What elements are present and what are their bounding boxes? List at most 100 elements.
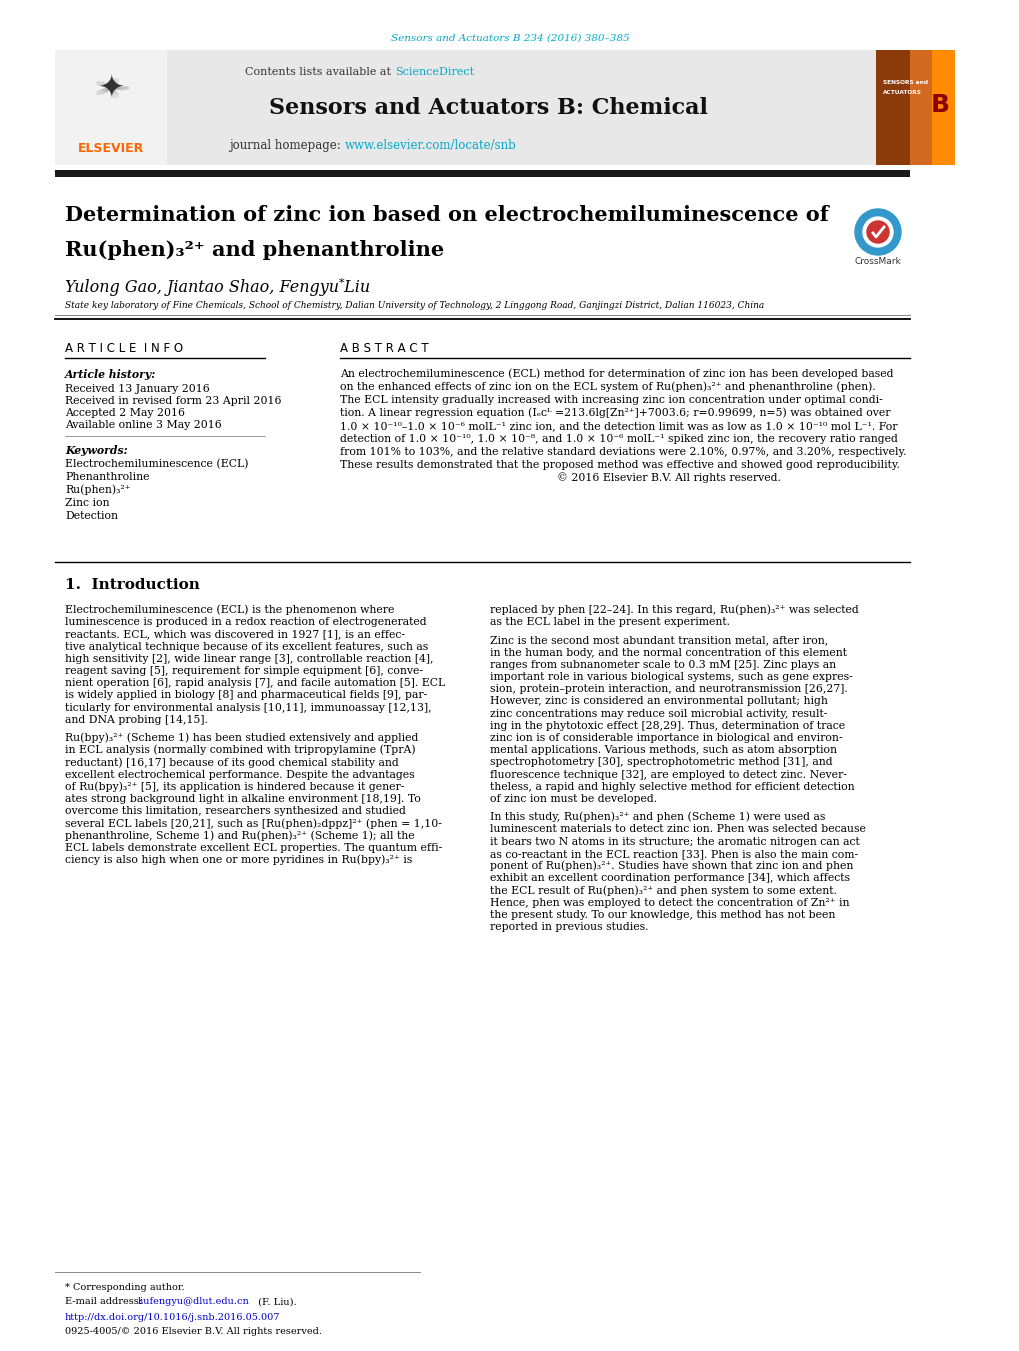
Text: ates strong background light in alkaline environment [18,19]. To: ates strong background light in alkaline…: [65, 794, 421, 804]
Text: the present study. To our knowledge, this method has not been: the present study. To our knowledge, thi…: [489, 909, 835, 920]
Text: reported in previous studies.: reported in previous studies.: [489, 921, 648, 932]
FancyBboxPatch shape: [909, 50, 931, 165]
Text: ing in the phytotoxic effect [28,29]. Thus, determination of trace: ing in the phytotoxic effect [28,29]. Th…: [489, 721, 845, 731]
Text: Sensors and Actuators B 234 (2016) 380–385: Sensors and Actuators B 234 (2016) 380–3…: [390, 34, 629, 42]
Text: These results demonstrated that the proposed method was effective and showed goo: These results demonstrated that the prop…: [339, 459, 899, 470]
Text: © 2016 Elsevier B.V. All rights reserved.: © 2016 Elsevier B.V. All rights reserved…: [339, 473, 781, 484]
FancyBboxPatch shape: [875, 50, 909, 165]
Text: Determination of zinc ion based on electrochemiluminescence of: Determination of zinc ion based on elect…: [65, 205, 828, 226]
Text: is widely applied in biology [8] and pharmaceutical fields [9], par-: is widely applied in biology [8] and pha…: [65, 690, 427, 700]
Text: excellent electrochemical performance. Despite the advantages: excellent electrochemical performance. D…: [65, 770, 414, 780]
Text: in the human body, and the normal concentration of this element: in the human body, and the normal concen…: [489, 647, 846, 658]
Text: ✦: ✦: [98, 73, 123, 103]
Text: ranges from subnanometer scale to 0.3 mM [25]. Zinc plays an: ranges from subnanometer scale to 0.3 mM…: [489, 659, 836, 670]
Text: ECL labels demonstrate excellent ECL properties. The quantum effi-: ECL labels demonstrate excellent ECL pro…: [65, 843, 442, 852]
Text: and DNA probing [14,15].: and DNA probing [14,15].: [65, 715, 208, 724]
Circle shape: [866, 222, 889, 243]
Text: exhibit an excellent coordination performance [34], which affects: exhibit an excellent coordination perfor…: [489, 873, 849, 884]
Text: Electrochemiluminescence (ECL): Electrochemiluminescence (ECL): [65, 459, 249, 469]
Text: detection of 1.0 × 10⁻¹⁰, 1.0 × 10⁻⁸, and 1.0 × 10⁻⁶ molL⁻¹ spiked zinc ion, the: detection of 1.0 × 10⁻¹⁰, 1.0 × 10⁻⁸, an…: [339, 434, 897, 444]
Text: www.elsevier.com/locate/snb: www.elsevier.com/locate/snb: [344, 139, 517, 151]
Text: replaced by phen [22–24]. In this regard, Ru(phen)₃²⁺ was selected: replaced by phen [22–24]. In this regard…: [489, 605, 858, 615]
Text: zinc ion is of considerable importance in biological and environ-: zinc ion is of considerable importance i…: [489, 734, 842, 743]
FancyBboxPatch shape: [55, 170, 909, 177]
Text: Zinc is the second most abundant transition metal, after iron,: Zinc is the second most abundant transit…: [489, 635, 827, 646]
Text: A R T I C L E  I N F O: A R T I C L E I N F O: [65, 342, 183, 354]
Text: high sensitivity [2], wide linear range [3], controllable reaction [4],: high sensitivity [2], wide linear range …: [65, 654, 433, 663]
Text: from 101% to 103%, and the relative standard deviations were 2.10%, 0.97%, and 3: from 101% to 103%, and the relative stan…: [339, 447, 906, 457]
Text: Received 13 January 2016: Received 13 January 2016: [65, 384, 210, 394]
Text: ScienceDirect: ScienceDirect: [394, 68, 474, 77]
Circle shape: [854, 209, 900, 255]
Text: 0925-4005/© 2016 Elsevier B.V. All rights reserved.: 0925-4005/© 2016 Elsevier B.V. All right…: [65, 1328, 322, 1336]
Text: as the ECL label in the present experiment.: as the ECL label in the present experime…: [489, 617, 730, 627]
Text: ticularly for environmental analysis [10,11], immunoassay [12,13],: ticularly for environmental analysis [10…: [65, 703, 431, 712]
Text: State key laboratory of Fine Chemicals, School of Chemistry, Dalian University o: State key laboratory of Fine Chemicals, …: [65, 300, 763, 309]
Text: reagent saving [5], requirement for simple equipment [6], conve-: reagent saving [5], requirement for simp…: [65, 666, 423, 676]
Text: In this study, Ru(phen)₃²⁺ and phen (Scheme 1) were used as: In this study, Ru(phen)₃²⁺ and phen (Sch…: [489, 812, 824, 823]
Text: B: B: [929, 93, 949, 118]
Text: reactants. ECL, which was discovered in 1927 [1], is an effec-: reactants. ECL, which was discovered in …: [65, 630, 405, 639]
Text: of Ru(bpy)₃²⁺ [5], its application is hindered because it gener-: of Ru(bpy)₃²⁺ [5], its application is hi…: [65, 781, 404, 792]
Text: * Corresponding author.: * Corresponding author.: [65, 1283, 184, 1293]
Text: ponent of Ru(phen)₃²⁺. Studies have shown that zinc ion and phen: ponent of Ru(phen)₃²⁺. Studies have show…: [489, 861, 853, 871]
Text: theless, a rapid and highly selective method for efficient detection: theless, a rapid and highly selective me…: [489, 782, 854, 792]
Text: nient operation [6], rapid analysis [7], and facile automation [5]. ECL: nient operation [6], rapid analysis [7],…: [65, 678, 445, 688]
Text: Available online 3 May 2016: Available online 3 May 2016: [65, 420, 221, 430]
Text: Contents lists available at: Contents lists available at: [246, 68, 394, 77]
Text: as co-reactant in the ECL reaction [33]. Phen is also the main com-: as co-reactant in the ECL reaction [33].…: [489, 848, 857, 859]
Text: http://dx.doi.org/10.1016/j.snb.2016.05.007: http://dx.doi.org/10.1016/j.snb.2016.05.…: [65, 1313, 280, 1323]
Text: Keywords:: Keywords:: [65, 444, 127, 455]
Text: liufengyu@dlut.edu.cn: liufengyu@dlut.edu.cn: [138, 1297, 250, 1306]
Text: E-mail address:: E-mail address:: [65, 1297, 145, 1306]
Text: Accepted 2 May 2016: Accepted 2 May 2016: [65, 408, 184, 417]
FancyBboxPatch shape: [55, 50, 167, 165]
FancyBboxPatch shape: [931, 50, 954, 165]
Text: Detection: Detection: [65, 511, 118, 521]
Text: The ECL intensity gradually increased with increasing zinc ion concentration und: The ECL intensity gradually increased wi…: [339, 394, 881, 405]
Text: ELSEVIER: ELSEVIER: [77, 142, 144, 154]
Text: ACTUATORS: ACTUATORS: [882, 89, 921, 95]
Text: Ru(phen)₃²⁺ and phenanthroline: Ru(phen)₃²⁺ and phenanthroline: [65, 240, 443, 259]
Text: on the enhanced effects of zinc ion on the ECL system of Ru(phen)₃²⁺ and phenant: on the enhanced effects of zinc ion on t…: [339, 382, 875, 392]
Text: Electrochemiluminescence (ECL) is the phenomenon where: Electrochemiluminescence (ECL) is the ph…: [65, 605, 394, 615]
Text: several ECL labels [20,21], such as [Ru(phen)₂dppz]²⁺ (phen = 1,10-: several ECL labels [20,21], such as [Ru(…: [65, 819, 441, 828]
Text: SENSORS and: SENSORS and: [882, 80, 927, 85]
Text: ciency is also high when one or more pyridines in Ru(bpy)₃²⁺ is: ciency is also high when one or more pyr…: [65, 855, 412, 865]
Text: Received in revised form 23 April 2016: Received in revised form 23 April 2016: [65, 396, 281, 407]
Text: tion. A linear regression equation (Iₑᴄᴸ =213.6lg[Zn²⁺]+7003.6; r=0.99699, n=5) : tion. A linear regression equation (Iₑᴄᴸ…: [339, 408, 890, 419]
Text: luminescence is produced in a redox reaction of electrogenerated: luminescence is produced in a redox reac…: [65, 617, 426, 627]
Text: 1.  Introduction: 1. Introduction: [65, 578, 200, 592]
Text: Hence, phen was employed to detect the concentration of Zn²⁺ in: Hence, phen was employed to detect the c…: [489, 897, 849, 908]
Text: zinc concentrations may reduce soil microbial activity, result-: zinc concentrations may reduce soil micr…: [489, 709, 826, 719]
Text: (F. Liu).: (F. Liu).: [255, 1297, 297, 1306]
Text: fluorescence technique [32], are employed to detect zinc. Never-: fluorescence technique [32], are employe…: [489, 770, 846, 780]
Text: it bears two N atoms in its structure; the aromatic nitrogen can act: it bears two N atoms in its structure; t…: [489, 836, 859, 847]
Text: A B S T R A C T: A B S T R A C T: [339, 342, 428, 354]
Text: journal homepage:: journal homepage:: [229, 139, 344, 151]
Text: phenanthroline, Scheme 1) and Ru(phen)₃²⁺ (Scheme 1); all the: phenanthroline, Scheme 1) and Ru(phen)₃²…: [65, 831, 414, 840]
Text: in ECL analysis (normally combined with tripropylamine (TprA): in ECL analysis (normally combined with …: [65, 744, 415, 755]
Text: sion, protein–protein interaction, and neurotransmission [26,27].: sion, protein–protein interaction, and n…: [489, 684, 847, 694]
Text: Zinc ion: Zinc ion: [65, 499, 109, 508]
Text: mental applications. Various methods, such as atom absorption: mental applications. Various methods, su…: [489, 746, 837, 755]
Text: Article history:: Article history:: [65, 369, 156, 380]
Text: However, zinc is considered an environmental pollutant; high: However, zinc is considered an environme…: [489, 696, 827, 707]
Text: Ru(phen)₃²⁺: Ru(phen)₃²⁺: [65, 485, 130, 496]
Text: luminescent materials to detect zinc ion. Phen was selected because: luminescent materials to detect zinc ion…: [489, 824, 865, 835]
Text: An electrochemiluminescence (ECL) method for determination of zinc ion has been : An electrochemiluminescence (ECL) method…: [339, 369, 893, 380]
Text: the ECL result of Ru(phen)₃²⁺ and phen system to some extent.: the ECL result of Ru(phen)₃²⁺ and phen s…: [489, 885, 836, 896]
Circle shape: [862, 218, 892, 247]
Text: Phenanthroline: Phenanthroline: [65, 471, 150, 482]
Text: overcome this limitation, researchers synthesized and studied: overcome this limitation, researchers sy…: [65, 807, 406, 816]
Text: tive analytical technique because of its excellent features, such as: tive analytical technique because of its…: [65, 642, 428, 651]
Text: spectrophotometry [30], spectrophotometric method [31], and: spectrophotometry [30], spectrophotometr…: [489, 758, 832, 767]
FancyBboxPatch shape: [55, 50, 909, 165]
Text: of zinc ion must be developed.: of zinc ion must be developed.: [489, 794, 656, 804]
Text: Sensors and Actuators B: Chemical: Sensors and Actuators B: Chemical: [268, 97, 707, 119]
Text: 1.0 × 10⁻¹⁰–1.0 × 10⁻⁶ molL⁻¹ zinc ion, and the detection limit was as low as 1.: 1.0 × 10⁻¹⁰–1.0 × 10⁻⁶ molL⁻¹ zinc ion, …: [339, 422, 897, 431]
Text: reductant) [16,17] because of its good chemical stability and: reductant) [16,17] because of its good c…: [65, 757, 398, 767]
Text: *: *: [338, 278, 344, 288]
Text: CrossMark: CrossMark: [854, 258, 901, 266]
Text: important role in various biological systems, such as gene expres-: important role in various biological sys…: [489, 671, 852, 682]
